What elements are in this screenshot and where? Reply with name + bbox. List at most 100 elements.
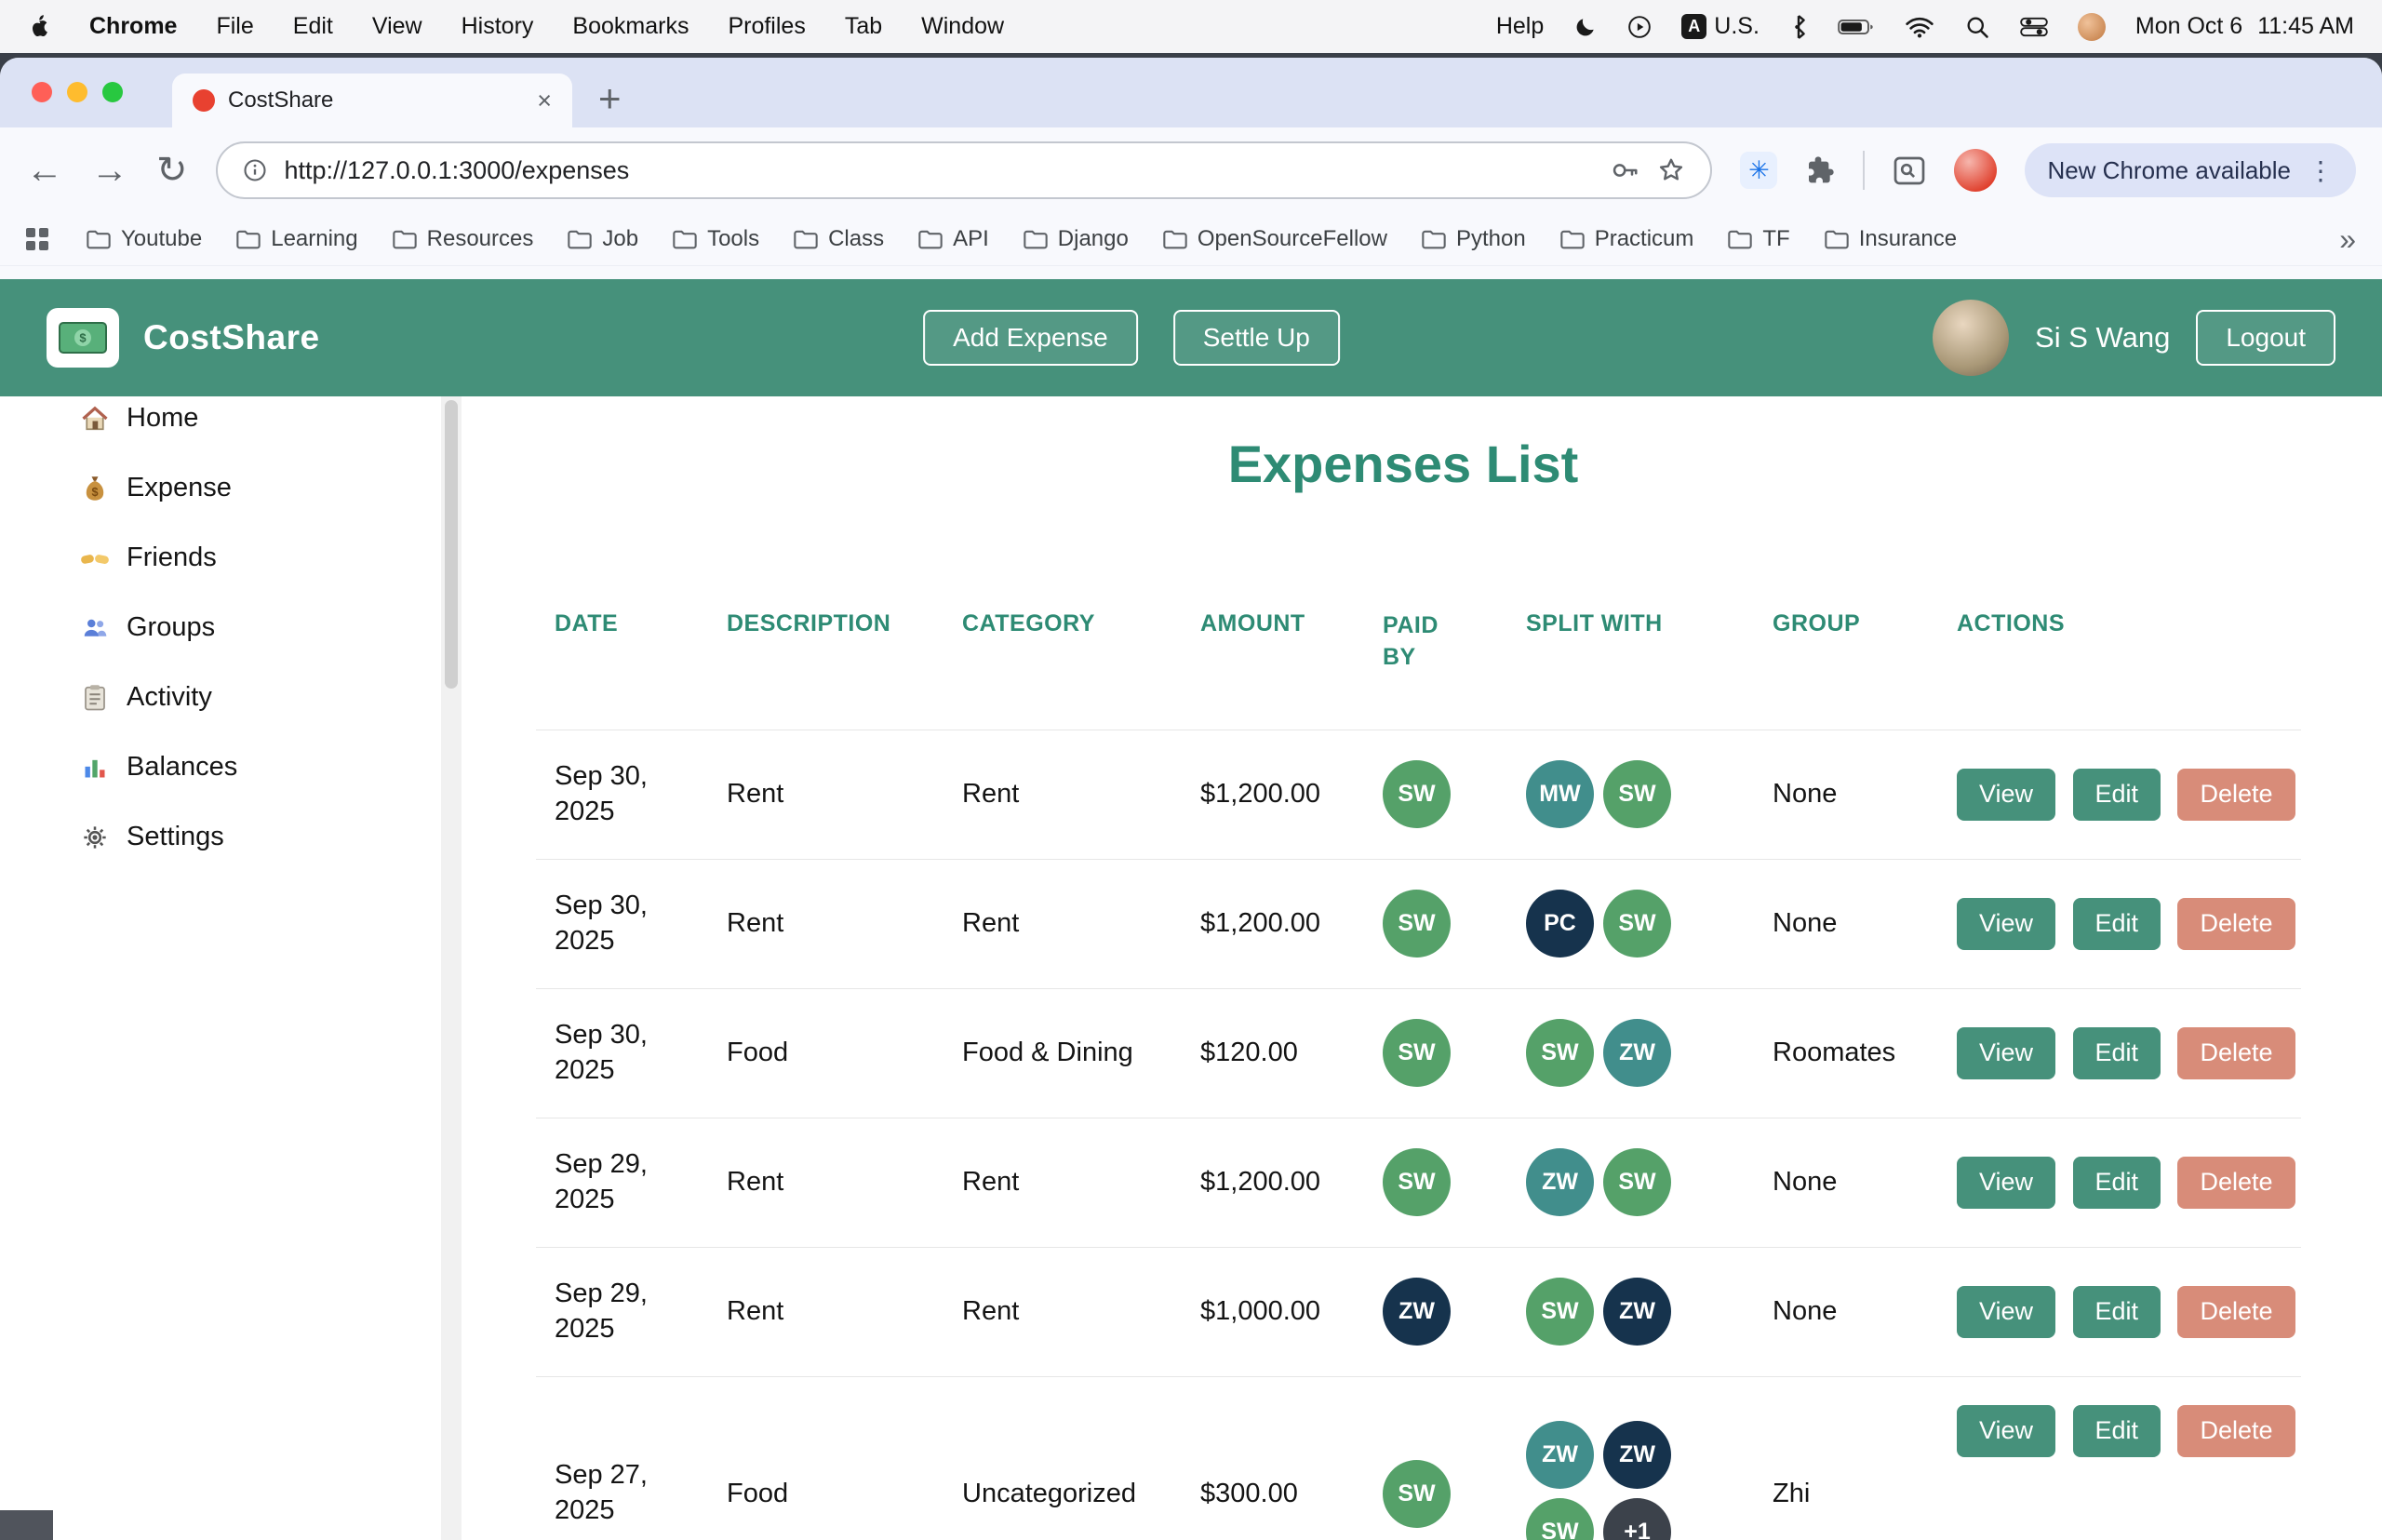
edit-button[interactable]: Edit (2073, 1027, 2161, 1079)
split-with-avatar: ZW (1603, 1421, 1671, 1489)
wifi-icon[interactable] (1905, 15, 1934, 39)
bookmark-folder-python[interactable]: Python (1421, 226, 1526, 252)
bookmark-folder-api[interactable]: API (917, 226, 989, 252)
edit-button[interactable]: Edit (2073, 898, 2161, 950)
bookmarks-overflow-icon[interactable]: » (2339, 222, 2356, 257)
expense-date: Sep 30, 2025 (536, 759, 680, 829)
expense-category: Rent (943, 1296, 1182, 1327)
bookmark-star-icon[interactable] (1656, 155, 1686, 185)
input-source-switcher[interactable]: A U.S. (1681, 13, 1760, 40)
view-button[interactable]: View (1957, 898, 2055, 950)
menubar-item-bookmarks[interactable]: Bookmarks (572, 13, 689, 40)
settle-up-button[interactable]: Settle Up (1173, 310, 1340, 366)
browser-profile-avatar[interactable] (1954, 149, 1997, 192)
delete-button[interactable]: Delete (2177, 769, 2295, 821)
control-center-icon[interactable] (2020, 17, 2048, 37)
tab-close-icon[interactable]: × (537, 87, 552, 115)
edit-button[interactable]: Edit (2073, 1405, 2161, 1457)
user-avatar[interactable] (1933, 300, 2009, 376)
browser-tab[interactable]: CostShare × (172, 74, 572, 127)
sidebar-item-groups[interactable]: Groups (0, 593, 441, 663)
bookmark-folder-tf[interactable]: TF (1727, 226, 1789, 252)
bookmark-folder-class[interactable]: Class (793, 226, 884, 252)
menubar-item-edit[interactable]: Edit (293, 13, 333, 40)
delete-button[interactable]: Delete (2177, 1157, 2295, 1209)
reload-button[interactable]: ↻ (156, 152, 188, 189)
side-panel-search-icon[interactable] (1893, 155, 1926, 186)
view-button[interactable]: View (1957, 1405, 2055, 1457)
menubar-user-avatar[interactable] (2078, 13, 2106, 41)
apple-menu-icon[interactable] (28, 14, 50, 40)
sidebar-item-activity[interactable]: Activity (0, 663, 441, 732)
media-play-icon[interactable] (1627, 15, 1652, 39)
chrome-update-button[interactable]: New Chrome available ⋮ (2025, 143, 2356, 197)
view-button[interactable]: View (1957, 1286, 2055, 1338)
window-zoom-button[interactable] (102, 82, 123, 102)
bookmark-folder-youtube[interactable]: Youtube (86, 226, 202, 252)
menubar-item-file[interactable]: File (216, 13, 253, 40)
address-bar[interactable]: http://127.0.0.1:3000/expenses (216, 141, 1713, 199)
menubar-item-help[interactable]: Help (1496, 13, 1544, 40)
sidebar-item-balances[interactable]: Balances (0, 732, 441, 802)
edit-button[interactable]: Edit (2073, 1286, 2161, 1338)
bluetooth-icon[interactable] (1789, 14, 1808, 40)
sidebar-item-label: Expense (127, 473, 232, 503)
view-button[interactable]: View (1957, 769, 2055, 821)
expense-date: Sep 27, 2025 (536, 1458, 680, 1528)
table-row: Sep 30, 2025 Rent Rent $1,200.00 SW PC S… (536, 859, 2301, 988)
new-tab-button[interactable]: + (598, 79, 622, 118)
bookmark-label: Class (828, 226, 884, 252)
dark-mode-moon-icon[interactable] (1573, 15, 1598, 39)
table-row: Sep 30, 2025 Rent Rent $1,200.00 SW MW S… (536, 730, 2301, 859)
sidebar-item-settings[interactable]: Settings (0, 802, 441, 872)
split-with-avatar: SW (1603, 760, 1671, 828)
bookmark-folder-resources[interactable]: Resources (392, 226, 534, 252)
back-button[interactable]: ← (26, 152, 63, 189)
bookmark-folder-tools[interactable]: Tools (672, 226, 759, 252)
extensions-puzzle-icon[interactable] (1805, 155, 1835, 185)
sidebar-item-label: Activity (127, 682, 212, 713)
password-key-icon[interactable] (1610, 155, 1639, 185)
browser-menu-icon[interactable]: ⋮ (2308, 155, 2334, 186)
bookmark-folder-practicum[interactable]: Practicum (1559, 226, 1694, 252)
menubar-item-history[interactable]: History (462, 13, 534, 40)
bookmark-folder-job[interactable]: Job (567, 226, 638, 252)
sidebar-item-home[interactable]: Home (0, 396, 441, 453)
view-button[interactable]: View (1957, 1157, 2055, 1209)
expense-group: None (1754, 1167, 1938, 1198)
menubar-item-view[interactable]: View (372, 13, 422, 40)
edit-button[interactable]: Edit (2073, 769, 2161, 821)
menubar-item-tab[interactable]: Tab (845, 13, 882, 40)
pinned-extension-icon[interactable]: ✳ (1740, 152, 1777, 189)
battery-icon[interactable] (1838, 17, 1875, 37)
view-button[interactable]: View (1957, 1027, 2055, 1079)
expense-category: Food & Dining (943, 1038, 1182, 1068)
add-expense-button[interactable]: Add Expense (923, 310, 1138, 366)
delete-button[interactable]: Delete (2177, 1027, 2295, 1079)
menubar-clock[interactable]: Mon Oct 6 11:45 AM (2135, 13, 2354, 40)
sidebar-item-expense[interactable]: $ Expense (0, 453, 441, 523)
scrollbar-thumb[interactable] (445, 400, 458, 689)
delete-button[interactable]: Delete (2177, 1286, 2295, 1338)
menubar-item-chrome[interactable]: Chrome (89, 13, 177, 40)
menubar-item-profiles[interactable]: Profiles (728, 13, 805, 40)
sidebar-item-friends[interactable]: Friends (0, 523, 441, 593)
apps-grid-icon[interactable] (26, 228, 48, 250)
window-close-button[interactable] (32, 82, 52, 102)
sidebar-scrollbar[interactable] (441, 396, 462, 1540)
bookmark-folder-learning[interactable]: Learning (235, 226, 357, 252)
keyboard-layout-icon: A (1681, 14, 1706, 39)
site-info-icon[interactable] (242, 157, 268, 183)
delete-button[interactable]: Delete (2177, 1405, 2295, 1457)
window-minimize-button[interactable] (67, 82, 87, 102)
sidebar-item-label: Home (127, 403, 198, 434)
bookmark-folder-insurance[interactable]: Insurance (1824, 226, 1957, 252)
edit-button[interactable]: Edit (2073, 1157, 2161, 1209)
forward-button[interactable]: → (91, 152, 128, 189)
bookmark-folder-opensourcefellow[interactable]: OpenSourceFellow (1162, 226, 1387, 252)
delete-button[interactable]: Delete (2177, 898, 2295, 950)
spotlight-search-icon[interactable] (1964, 14, 1990, 40)
bookmark-folder-django[interactable]: Django (1023, 226, 1129, 252)
logout-button[interactable]: Logout (2196, 310, 2335, 366)
menubar-item-window[interactable]: Window (921, 13, 1004, 40)
